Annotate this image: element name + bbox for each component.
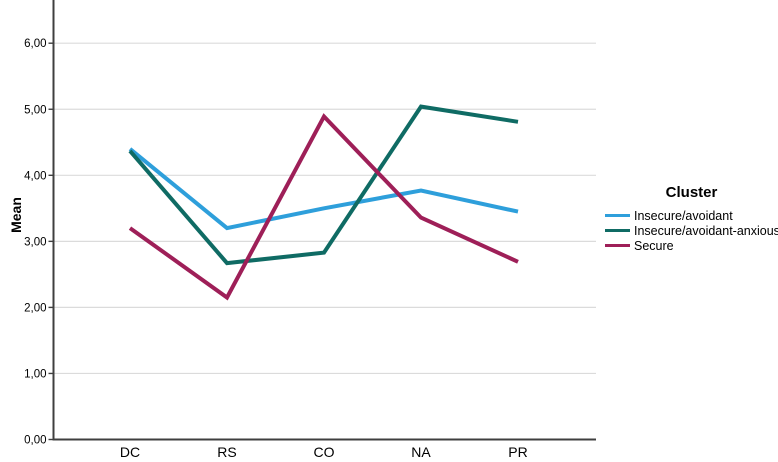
series-line [128, 113, 519, 301]
y-tick-label: 0,00 [24, 435, 46, 447]
x-category-label: PR [508, 444, 527, 460]
series-line [128, 147, 519, 231]
series-line [128, 104, 519, 266]
legend-item: Secure [605, 238, 778, 253]
y-tick-label: 4,00 [24, 170, 46, 182]
y-tick-label: 2,00 [24, 302, 46, 314]
legend-items: Insecure/avoidant Insecure/avoidant-anxio… [605, 208, 778, 253]
x-category-label: RS [217, 444, 236, 460]
y-tick-label: 5,00 [24, 104, 46, 116]
y-axis-title: Mean [8, 197, 24, 233]
legend-item: Insecure/avoidant-anxious [605, 223, 778, 238]
legend: Cluster Insecure/avoidant Insecure/avoida… [605, 184, 778, 253]
y-tick-label: 1,00 [24, 368, 46, 380]
legend-item-label: Insecure/avoidant [634, 208, 733, 223]
x-category-label: CO [314, 444, 335, 460]
legend-item-label: Insecure/avoidant-anxious [634, 223, 778, 238]
legend-swatch-line [605, 228, 630, 233]
x-category-label: NA [411, 444, 431, 460]
y-tick-label: 3,00 [24, 236, 46, 248]
legend-swatch-line [605, 213, 630, 218]
legend-swatch-line [605, 243, 630, 248]
legend-item-label: Secure [634, 238, 674, 253]
legend-item: Insecure/avoidant [605, 208, 778, 223]
legend-title: Cluster [665, 184, 718, 201]
x-category-label: DC [120, 444, 140, 460]
y-tick-label: 6,00 [24, 38, 46, 50]
